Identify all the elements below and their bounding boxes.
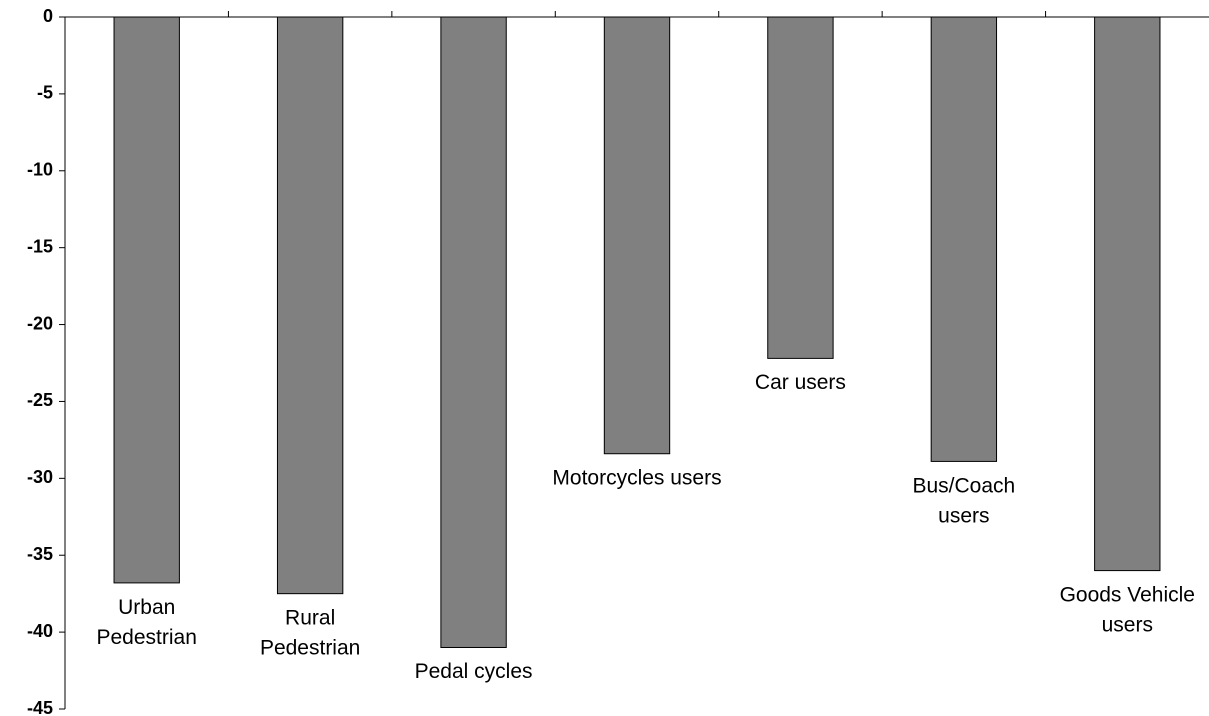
bar [1094,16,1161,572]
x-tick-label: Urban Pedestrian [97,595,197,648]
x-tick-label: Pedal cycles [415,660,533,683]
y-tick-label: -40 [27,621,53,641]
y-tick-label: 0 [43,6,53,26]
y-tick-label: -35 [27,544,53,564]
x-tick-label: Bus/Coach users [912,474,1015,527]
bar [440,16,507,648]
x-tick-label: Rural Pedestrian [260,606,360,659]
bar [113,16,180,584]
bar [603,16,671,455]
y-tick-label: -20 [27,313,53,333]
bar [930,16,998,462]
y-tick-label: -30 [27,467,53,487]
bar [767,16,834,359]
y-tick-label: -15 [27,236,53,256]
y-tick-label: -25 [27,390,53,410]
y-tick-label: -10 [27,160,53,180]
y-tick-label: -45 [27,698,53,716]
y-tick-label: -5 [37,83,53,103]
bar [276,16,344,595]
x-tick-label: Motorcycles users [552,466,721,489]
x-tick-label: Car users [755,371,846,394]
x-tick-label: Goods Vehicle users [1060,583,1195,636]
